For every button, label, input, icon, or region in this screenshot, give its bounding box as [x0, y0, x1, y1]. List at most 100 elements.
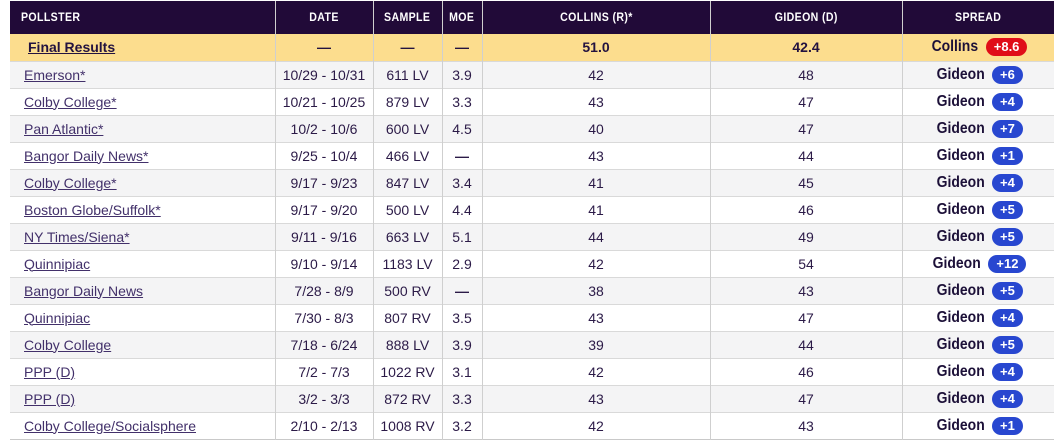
spread-cell: Gideon +1 — [902, 411, 1054, 439]
column-header-label: COLLINS (R)* — [559, 11, 633, 24]
date-cell-text: 9/17 - 9/23 — [290, 174, 358, 191]
final-results-link[interactable]: Final Results — [28, 39, 116, 56]
pollster-link[interactable]: Quinnipiac — [24, 309, 91, 326]
gideon-value: 47 — [710, 87, 903, 115]
spread-margin-badge: +6 — [992, 65, 1023, 84]
moe-cell: 3.5 — [442, 303, 483, 331]
date-cell-text: 2/10 - 2/13 — [290, 417, 358, 434]
sample-cell: 879 LV — [373, 87, 443, 115]
sample-cell: 1022 RV — [373, 357, 443, 385]
pollster-cell: PPP (D) — [10, 384, 276, 412]
spread-cell: Gideon +5 — [902, 195, 1054, 223]
moe-cell-text: — — [455, 147, 469, 164]
sample-cell: 807 RV — [373, 303, 443, 331]
date-cell: 2/10 - 2/13 — [275, 411, 374, 439]
column-header-label: SAMPLE — [384, 11, 431, 24]
column-header-gideon: GIDEON (D) — [710, 1, 903, 34]
moe-cell: 3.4 — [442, 168, 483, 196]
spread-cell: Gideon +4 — [902, 303, 1054, 331]
pollster-cell: Quinnipiac — [10, 249, 276, 277]
sample-cell-text: 847 LV — [385, 174, 430, 191]
date-cell-text: — — [317, 39, 331, 56]
gideon-value-text: 54 — [798, 255, 814, 272]
poll-row: Bangor Daily News 7/28 - 8/9 500 RV — 38 43 Gi… — [10, 276, 1054, 304]
sample-cell-text: 500 RV — [384, 282, 431, 299]
pollster-link[interactable]: PPP (D) — [24, 363, 76, 380]
column-header-sample: SAMPLE — [373, 1, 443, 34]
pollster-cell: Emerson* — [10, 60, 276, 88]
moe-cell: 3.3 — [442, 384, 483, 412]
pollster-link[interactable]: Boston Globe/Suffolk* — [24, 201, 161, 218]
gideon-value: 54 — [710, 249, 903, 277]
polls-table: POLLSTER DATE SAMPLE MOE COLLINS (R)* GIDEON … — [10, 1, 1054, 440]
spread-margin-badge: +12 — [988, 254, 1027, 273]
collins-value-text: 43 — [588, 309, 604, 326]
collins-value-text: 42 — [588, 66, 604, 83]
pollster-link[interactable]: PPP (D) — [24, 390, 76, 407]
pollster-cell: Colby College — [10, 330, 276, 358]
sample-cell: 1008 RV — [373, 411, 443, 439]
moe-cell: 3.9 — [442, 330, 483, 358]
pollster-cell: Pan Atlantic* — [10, 114, 276, 142]
gideon-value: 47 — [710, 303, 903, 331]
collins-value: 43 — [482, 87, 711, 115]
collins-value-text: 42 — [588, 255, 604, 272]
spread-winner: Gideon — [936, 146, 985, 164]
gideon-value-text: 43 — [798, 282, 814, 299]
gideon-value-text: 44 — [798, 336, 814, 353]
pollster-link[interactable]: Colby College* — [24, 174, 117, 191]
date-cell-text: 9/10 - 9/14 — [290, 255, 358, 272]
spread-margin-badge: +5 — [992, 200, 1023, 219]
pollster-link[interactable]: Bangor Daily News* — [24, 147, 149, 164]
gideon-value-text: 47 — [798, 309, 814, 326]
sample-cell-text: 611 LV — [386, 66, 429, 83]
pollster-link[interactable]: Emerson* — [24, 66, 86, 83]
pollster-link[interactable]: Bangor Daily News — [24, 282, 144, 299]
collins-value: 43 — [482, 141, 711, 169]
moe-cell-text: 5.1 — [452, 228, 472, 245]
gideon-value: 45 — [710, 168, 903, 196]
gideon-value-text: 46 — [798, 363, 814, 380]
date-cell-text: 3/2 - 3/3 — [298, 390, 350, 407]
sample-cell: 663 LV — [373, 222, 443, 250]
date-cell: 7/18 - 6/24 — [275, 330, 374, 358]
collins-value: 44 — [482, 222, 711, 250]
moe-cell: 3.2 — [442, 411, 483, 439]
column-header-label: MOE — [449, 11, 475, 24]
date-cell: 10/29 - 10/31 — [275, 60, 374, 88]
sample-cell-text: 600 LV — [385, 120, 430, 137]
spread-winner: Gideon — [936, 416, 985, 434]
moe-cell-text: 3.5 — [452, 309, 472, 326]
column-header-pollster: POLLSTER — [10, 1, 276, 34]
date-cell: 10/21 - 10/25 — [275, 87, 374, 115]
pollster-cell: Bangor Daily News* — [10, 141, 276, 169]
date-cell: 7/2 - 7/3 — [275, 357, 374, 385]
pollster-link[interactable]: Colby College/Socialsphere — [24, 417, 196, 434]
gideon-value: 49 — [710, 222, 903, 250]
collins-value: 42 — [482, 60, 711, 88]
spread-margin-badge: +1 — [992, 416, 1023, 435]
date-cell-text: 9/11 - 9/16 — [291, 228, 357, 245]
sample-cell: 872 RV — [373, 384, 443, 412]
poll-row: Boston Globe/Suffolk* 9/17 - 9/20 500 LV 4.… — [10, 195, 1054, 223]
date-cell-text: 10/2 - 10/6 — [290, 120, 358, 137]
gideon-value: 43 — [710, 411, 903, 439]
pollster-link[interactable]: Pan Atlantic* — [24, 120, 104, 137]
moe-cell: 3.9 — [442, 60, 483, 88]
pollster-link[interactable]: NY Times/Siena* — [24, 228, 130, 245]
spread-margin-badge: +8.6 — [985, 38, 1028, 57]
spread-cell: Gideon +1 — [902, 141, 1054, 169]
collins-value: 38 — [482, 276, 711, 304]
spread-winner: Gideon — [936, 173, 985, 191]
pollster-link[interactable]: Colby College — [24, 336, 112, 353]
spread-margin-badge: +1 — [992, 146, 1023, 165]
date-cell-text: 7/30 - 8/3 — [294, 309, 354, 326]
pollster-link[interactable]: Colby College* — [24, 93, 117, 110]
gideon-value: 47 — [710, 384, 903, 412]
spread-winner: Collins — [931, 38, 979, 56]
collins-value-text: 51.0 — [582, 39, 610, 56]
pollster-link[interactable]: Quinnipiac — [24, 255, 91, 272]
gideon-value-text: 47 — [798, 390, 814, 407]
spread-margin-badge: +7 — [992, 119, 1023, 138]
gideon-value-text: 43 — [798, 417, 814, 434]
